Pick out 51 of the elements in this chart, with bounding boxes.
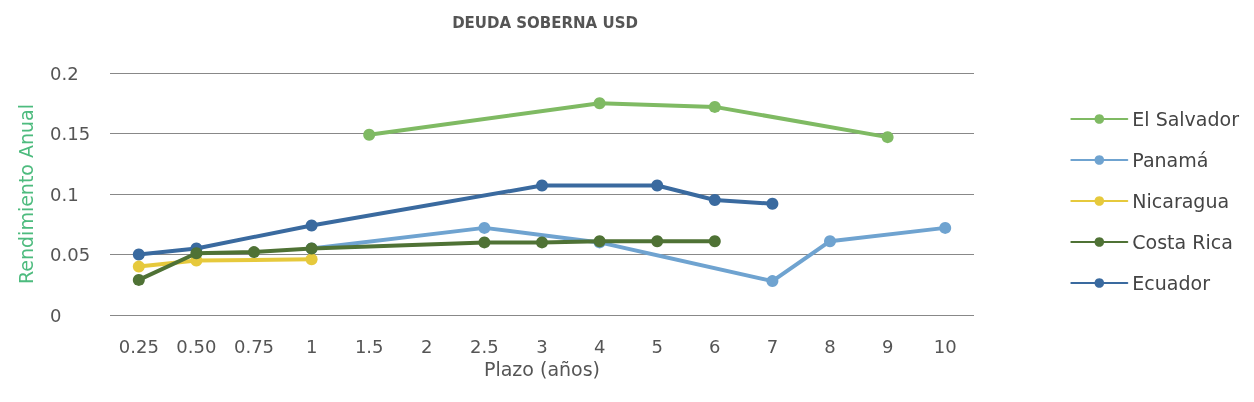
x-tick-label: 7 <box>766 335 779 357</box>
x-tick-label: 3 <box>536 335 548 357</box>
x-axis-title: Plazo (años) <box>483 358 601 381</box>
y-tick-label: 0 <box>50 304 62 326</box>
point <box>536 236 548 249</box>
x-tick-label: 4 <box>593 335 606 357</box>
x-tick-label: 6 <box>709 335 721 357</box>
point <box>708 100 721 113</box>
y-tick-label: 0.2 <box>50 62 79 84</box>
x-tick-label: 2 <box>421 335 433 357</box>
point <box>651 235 664 248</box>
x-tick-label: 9 <box>881 335 894 357</box>
point <box>190 247 203 260</box>
y-axis-title: Rendimiento Anual <box>14 103 37 285</box>
point <box>248 246 260 259</box>
point <box>766 197 779 210</box>
point <box>708 194 721 207</box>
point <box>305 219 318 232</box>
y-tick-label: 0.1 <box>50 183 79 205</box>
legend-label: El Salvador <box>1132 108 1240 130</box>
point <box>132 248 145 261</box>
x-tick-label: 1.5 <box>354 335 384 357</box>
point <box>305 253 318 266</box>
x-tick-label: 0.75 <box>233 335 275 357</box>
point <box>939 221 952 234</box>
x-tick-label: 1 <box>305 335 318 357</box>
point <box>766 275 779 288</box>
x-tick-label: 0.25 <box>118 335 159 357</box>
point <box>132 260 145 273</box>
x-tick-label: 10 <box>933 335 957 357</box>
x-tick-label: 8 <box>824 335 836 357</box>
x-tick-label: 0.50 <box>176 335 217 357</box>
chart-title: DEUDA SOBERNA USD <box>452 13 638 32</box>
point <box>651 179 664 192</box>
legend-label: Costa Rica <box>1132 231 1233 253</box>
legend-label: Ecuador <box>1132 272 1211 294</box>
point <box>881 131 894 144</box>
x-tick-label: 5 <box>651 335 663 357</box>
point <box>132 273 145 286</box>
legend-label: Nicaragua <box>1132 190 1230 212</box>
y-tick-label: 0.05 <box>50 244 91 265</box>
point <box>478 236 491 249</box>
x-tick-label: 2.5 <box>470 335 499 357</box>
point <box>593 97 606 110</box>
legend-label: Panamá <box>1132 149 1209 171</box>
point <box>536 179 548 192</box>
point <box>708 235 721 248</box>
point <box>363 128 376 141</box>
y-tick-label: 0.15 <box>50 123 91 144</box>
point <box>478 221 491 234</box>
point <box>824 235 836 248</box>
